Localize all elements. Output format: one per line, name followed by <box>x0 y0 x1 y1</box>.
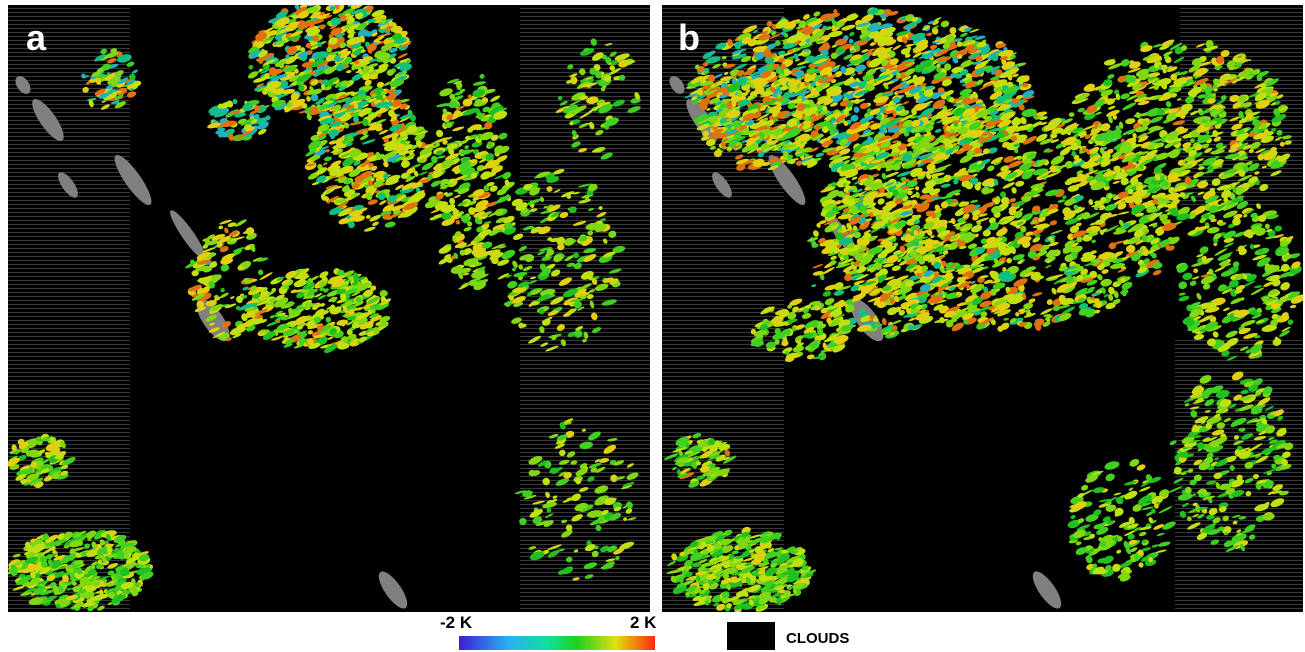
figure: a b -2 K 2 K CLOUDS <box>0 0 1305 652</box>
panel-a <box>5 0 650 613</box>
temperature-pixel <box>314 0 330 5</box>
temperature-pixel <box>337 1 343 6</box>
page: a b -2 K 2 K CLOUDS (() => { const data … <box>0 0 1305 652</box>
panel-b <box>662 5 1305 614</box>
temperature-pixel <box>348 0 354 5</box>
